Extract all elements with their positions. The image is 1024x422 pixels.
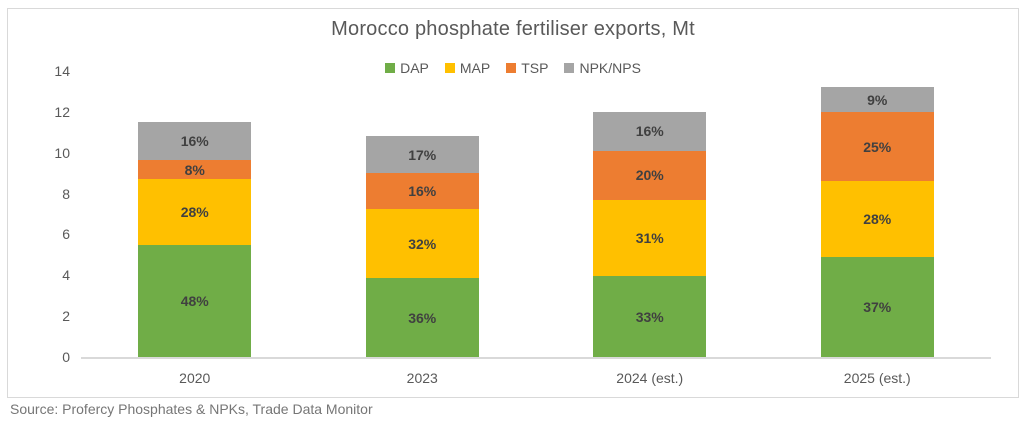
bar-segment-2025-est-map: 28% [820, 181, 934, 257]
x-axis-tick-label: 2025 (est.) [843, 370, 911, 386]
y-axis-tick-label: 4 [62, 267, 70, 284]
bar-segment-2023-dap: 36% [365, 278, 479, 357]
x-axis-tick-label: 2024 (est.) [616, 370, 684, 386]
legend-label: NPK/NPS [579, 60, 641, 76]
x-axis-tick-label: 2020 [179, 370, 211, 386]
bar-segment-label: 37% [863, 298, 892, 315]
bar-segment-label: 16% [635, 123, 664, 140]
chart-title: Morocco phosphate fertiliser exports, Mt [331, 18, 695, 40]
bar-segment-label: 8% [184, 161, 205, 178]
bar-segment-2020-map: 28% [138, 179, 252, 245]
bar-segment-label: 16% [408, 183, 437, 200]
y-axis-tick-label: 14 [54, 63, 70, 79]
legend-item-map[interactable]: MAP [444, 60, 491, 76]
bar-segment-2020-tsp: 8% [138, 159, 252, 180]
bar-segment-2024-est-npk-nps: 16% [593, 111, 707, 151]
bar-segment-label: 28% [180, 203, 209, 220]
legend-label: MAP [459, 60, 491, 76]
legend-label: DAP [400, 60, 429, 76]
bar-segment-2025-est-npk-nps: 9% [820, 87, 934, 112]
legend-item-npk-nps[interactable]: NPK/NPS [564, 60, 641, 76]
bar-segment-label: 28% [863, 211, 892, 228]
bar-segment-label: 9% [867, 91, 888, 108]
bar-segment-2020-npk-nps: 16% [138, 122, 252, 160]
bar-segment-label: 31% [635, 229, 664, 246]
bar-segment-2023-map: 32% [365, 208, 479, 279]
legend-swatch-icon [564, 63, 575, 73]
legend-item-dap[interactable]: DAP [385, 60, 429, 76]
bar-segment-label: 16% [180, 132, 209, 149]
y-axis-tick-label: 6 [62, 226, 70, 243]
bar-segment-label: 32% [408, 235, 437, 252]
bar-segment-label: 17% [408, 146, 437, 163]
x-axis-line [81, 357, 991, 359]
legend-swatch-icon [385, 63, 396, 73]
bar-segment-label: 36% [408, 309, 437, 326]
y-axis-tick-label: 0 [62, 349, 70, 365]
legend-label: TSP [521, 60, 549, 76]
chart-frame: Morocco phosphate fertiliser exports, Mt… [7, 8, 1019, 398]
bar-segment-label: 25% [863, 138, 892, 155]
bar-segment-2020-dap: 48% [138, 244, 252, 357]
source-note: Source: Profercy Phosphates & NPKs, Trad… [10, 401, 373, 417]
bar-segment-2023-tsp: 16% [365, 173, 479, 209]
bar-segment-2024-est-map: 31% [593, 199, 707, 277]
chart-legend: DAP MAP TSP NPK/NPS [8, 60, 1018, 76]
bar-segment-2024-est-tsp: 20% [593, 150, 707, 200]
y-axis-tick-label: 12 [54, 103, 70, 120]
x-axis-tick-label: 2023 [406, 370, 438, 386]
bar-segment-2023-npk-nps: 17% [365, 136, 479, 174]
bar-segment-label: 20% [635, 167, 664, 184]
legend-swatch-icon [506, 63, 517, 73]
bar-segment-2024-est-dap: 33% [593, 276, 707, 357]
legend-swatch-icon [444, 63, 455, 73]
bar-segment-2025-est-tsp: 25% [820, 111, 934, 182]
bar-segment-2025-est-dap: 37% [820, 256, 934, 357]
bar-segment-label: 48% [180, 292, 209, 309]
y-axis-tick-label: 8 [62, 185, 70, 202]
legend-item-tsp[interactable]: TSP [506, 60, 548, 76]
y-axis-tick-label: 10 [54, 144, 70, 161]
bar-segment-label: 33% [635, 308, 664, 325]
y-axis-tick-label: 2 [62, 308, 70, 325]
